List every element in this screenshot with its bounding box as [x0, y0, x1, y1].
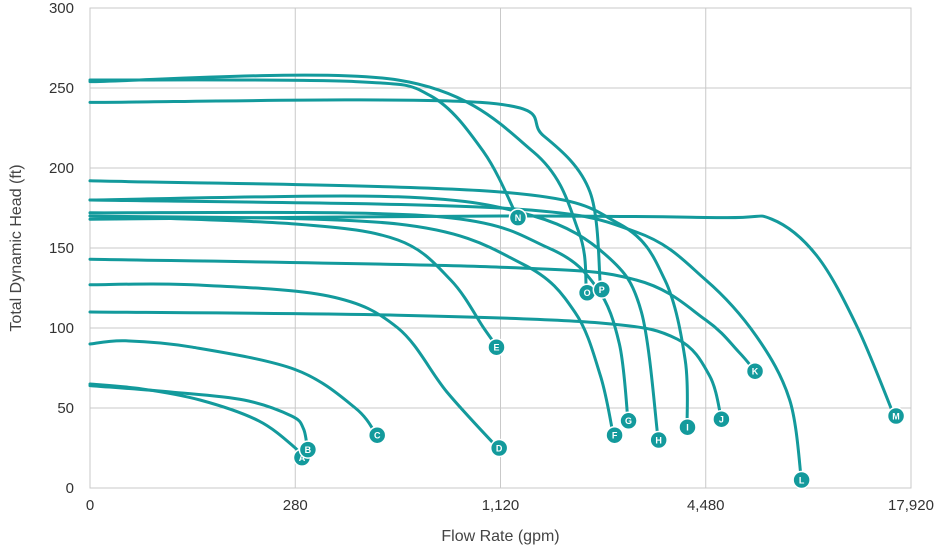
x-tick-label: 1,120 — [482, 497, 520, 514]
marker-circle — [619, 411, 638, 431]
y-tick-label: 100 — [49, 320, 74, 337]
marker-circle — [508, 208, 528, 227]
curve-N — [88, 78, 519, 218]
marker-D: D — [489, 438, 509, 458]
marker-label: M — [892, 411, 900, 421]
marker-label: K — [752, 367, 759, 377]
marker-circle — [605, 425, 624, 445]
marker-J: J — [712, 409, 731, 429]
curve-markers: AB C D E FG H I J K L M N O P — [292, 208, 906, 490]
curve-P — [88, 98, 602, 290]
x-axis-ticks: 0 280 1,120 4,480 17,920 — [86, 497, 934, 514]
y-axis-title: Total Dynamic Head (ft) — [8, 164, 25, 331]
x-tick-label: 280 — [283, 497, 308, 514]
marker-H: H — [649, 430, 668, 450]
marker-G: G — [619, 411, 638, 431]
marker-label: I — [686, 423, 689, 433]
x-tick-label: 0 — [86, 497, 94, 514]
x-tick-label: 17,920 — [888, 497, 934, 514]
marker-label: J — [719, 415, 724, 425]
curve-O — [88, 73, 588, 290]
y-tick-label: 150 — [49, 240, 74, 257]
marker-L: L — [792, 470, 811, 490]
marker-label: A — [299, 453, 306, 463]
marker-label: F — [612, 431, 618, 441]
marker-K: K — [745, 361, 765, 381]
marker-label: P — [599, 285, 605, 295]
marker-circle — [592, 280, 612, 299]
y-tick-label: 50 — [57, 400, 74, 417]
marker-circle — [487, 337, 506, 357]
marker-circle — [298, 440, 318, 459]
curve-I — [88, 179, 689, 428]
marker-circle — [649, 430, 668, 450]
marker-circle — [886, 406, 906, 426]
marker-label: C — [374, 431, 381, 441]
marker-label: L — [799, 475, 805, 485]
marker-circle — [792, 470, 811, 490]
marker-label: D — [496, 443, 503, 453]
marker-circle — [489, 438, 509, 458]
y-tick-label: 0 — [66, 480, 74, 497]
curve-M — [88, 214, 896, 418]
marker-E: E — [487, 337, 506, 357]
curve-D — [88, 282, 500, 450]
curve-L — [88, 198, 803, 482]
marker-label: O — [584, 288, 591, 298]
curve-J — [88, 310, 723, 420]
marker-B: B — [298, 440, 318, 459]
curve-G — [88, 210, 630, 423]
curve-B — [88, 384, 309, 452]
pump-curves — [88, 73, 896, 482]
marker-circle — [367, 425, 387, 445]
marker-C: C — [367, 425, 387, 445]
y-tick-label: 250 — [49, 80, 74, 97]
marker-circle — [678, 417, 697, 437]
marker-M: M — [886, 406, 906, 426]
marker-circle — [745, 361, 765, 381]
marker-F: F — [605, 425, 624, 445]
marker-N: N — [508, 208, 528, 227]
marker-label: B — [305, 445, 312, 455]
curve-F — [88, 214, 615, 437]
curve-C — [88, 339, 379, 437]
x-axis-title: Flow Rate (gpm) — [441, 528, 559, 545]
y-tick-label: 200 — [49, 160, 74, 177]
marker-label: H — [655, 435, 662, 445]
marker-I: I — [678, 417, 697, 437]
marker-label: N — [515, 213, 522, 223]
marker-circle — [712, 409, 731, 429]
marker-label: G — [625, 416, 632, 426]
x-tick-label: 4,480 — [687, 497, 725, 514]
curve-E — [88, 214, 497, 346]
y-tick-label: 300 — [49, 0, 74, 17]
curve-H — [88, 194, 660, 442]
curve-K — [88, 257, 756, 372]
marker-P: P — [592, 280, 612, 299]
marker-label: E — [493, 343, 499, 353]
y-axis-ticks: 0 50 100 150 200 250 300 — [49, 0, 74, 497]
